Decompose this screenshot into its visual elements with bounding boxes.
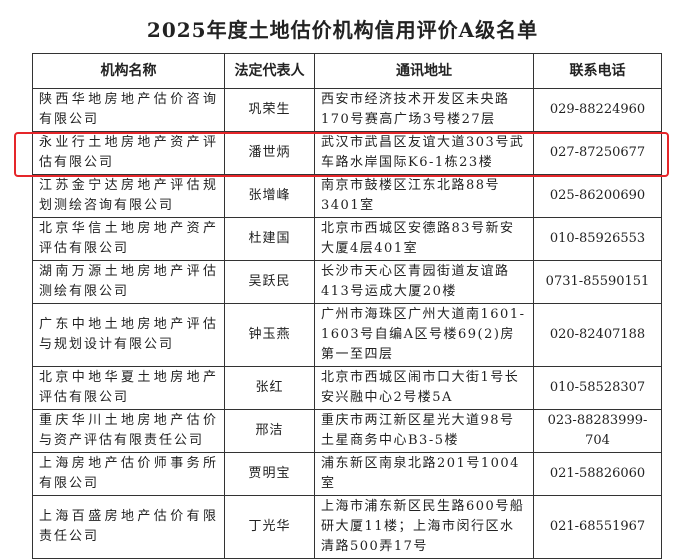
org-name-cell: 上海房地产估价师事务所有限公司 xyxy=(32,452,225,496)
table-row: 上海百盛房地产估价有限责任公司 丁光华 上海市浦东新区民生路600号船研大厦11楼；… xyxy=(32,495,662,559)
header-rep: 法定代表人 xyxy=(224,53,315,89)
table-row: 重庆华川土地房地产估价与资产评估有限责任公司 邢洁 重庆市两江新区星光大道98号土星… xyxy=(32,409,662,453)
org-name-cell: 北京华信土地房地产资产评估有限公司 xyxy=(32,217,225,261)
phone-cell: 029-88224960 xyxy=(533,88,662,132)
legal-rep-cell: 吴跃民 xyxy=(224,260,315,304)
legal-rep-cell: 巩荣生 xyxy=(224,88,315,132)
phone-cell: 027-87250677 xyxy=(533,131,662,175)
org-name-cell: 广东中地土地房地产评估与规划设计有限公司 xyxy=(32,303,225,367)
legal-rep-cell: 张增峰 xyxy=(224,174,315,218)
address-cell: 上海市浦东新区民生路600号船研大厦11楼；上海市闵行区水清路500弄17号 xyxy=(314,495,534,559)
org-name-cell: 湖南万源土地房地产评估测绘有限公司 xyxy=(32,260,225,304)
phone-cell: 010-58528307 xyxy=(533,366,662,410)
phone-cell: 020-82407188 xyxy=(533,303,662,367)
org-name-cell: 陕西华地房地产估价咨询有限公司 xyxy=(32,88,225,132)
legal-rep-cell: 贾明宝 xyxy=(224,452,315,496)
table-row: 北京华信土地房地产资产评估有限公司 杜建国 北京市西城区安德路83号新安大厦4层40… xyxy=(32,217,662,261)
address-cell: 北京市西城区安德路83号新安大厦4层401室 xyxy=(314,217,534,261)
table-header-row: 机构名称 法定代表人 通讯地址 联系电话 xyxy=(32,53,662,89)
phone-cell: 023-88283999-704 xyxy=(533,409,662,453)
org-name-cell: 江苏金宁达房地产评估规划测绘咨询有限公司 xyxy=(32,174,225,218)
legal-rep-cell: 丁光华 xyxy=(224,495,315,559)
address-cell: 广州市海珠区广州大道南1601-1603号自编A区号楼69(2)房第一至四层 xyxy=(314,303,534,367)
address-cell: 南京市鼓楼区江东北路88号3401室 xyxy=(314,174,534,218)
address-cell: 北京市西城区闹市口大街1号长安兴融中心2号楼5A xyxy=(314,366,534,410)
legal-rep-cell: 潘世炳 xyxy=(224,131,315,175)
table-row: 广东中地土地房地产评估与规划设计有限公司 钟玉燕 广州市海珠区广州大道南1601-1… xyxy=(32,303,662,367)
org-name-cell: 上海百盛房地产估价有限责任公司 xyxy=(32,495,225,559)
a-grade-list-table: 机构名称 法定代表人 通讯地址 联系电话 陕西华地房地产估价咨询有限公司 巩荣生西… xyxy=(32,53,662,559)
legal-rep-cell: 张红 xyxy=(224,366,315,410)
legal-rep-cell: 邢洁 xyxy=(224,409,315,453)
table-row: 北京中地华夏土地房地产评估有限公司 张红 北京市西城区闹市口大街1号长安兴融中心2号… xyxy=(32,366,662,410)
page-title: 2025年度土地估价机构信用评价A级名单 xyxy=(146,18,539,42)
phone-cell: 010-85926553 xyxy=(533,217,662,261)
org-name-cell: 重庆华川土地房地产估价与资产评估有限责任公司 xyxy=(32,409,225,453)
header-phone: 联系电话 xyxy=(533,53,662,89)
org-name-cell: 永业行土地房地产资产评估有限公司 xyxy=(32,131,225,175)
table-row: 永业行土地房地产资产评估有限公司 潘世炳 武汉市武昌区友谊大道303号武车路水岸国际… xyxy=(32,131,662,175)
table-row: 上海房地产估价师事务所有限公司 贾明宝 浦东新区南泉北路201号1004室 021-5… xyxy=(32,452,662,496)
phone-cell: 021-58826060 xyxy=(533,452,662,496)
phone-cell: 0731-85590151 xyxy=(533,260,662,304)
address-cell: 武汉市武昌区友谊大道303号武车路水岸国际K6-1栋23楼 xyxy=(314,131,534,175)
phone-cell: 021-68551967 xyxy=(533,495,662,559)
address-cell: 重庆市两江新区星光大道98号土星商务中心B3-5楼 xyxy=(314,409,534,453)
header-address: 通讯地址 xyxy=(314,53,534,89)
address-cell: 西安市经济技术开发区未央路170号赛高广场3号楼27层 xyxy=(314,88,534,132)
legal-rep-cell: 钟玉燕 xyxy=(224,303,315,367)
address-cell: 长沙市天心区青园街道友谊路413号运成大厦20楼 xyxy=(314,260,534,304)
table-row: 江苏金宁达房地产评估规划测绘咨询有限公司 张增峰 南京市鼓楼区江东北路88号3401… xyxy=(32,174,662,218)
table-row: 湖南万源土地房地产评估测绘有限公司 吴跃民 长沙市天心区青园街道友谊路413号运成大… xyxy=(32,260,662,304)
org-name-cell: 北京中地华夏土地房地产评估有限公司 xyxy=(32,366,225,410)
legal-rep-cell: 杜建国 xyxy=(224,217,315,261)
table-row: 陕西华地房地产估价咨询有限公司 巩荣生 西安市经济技术开发区未央路170号赛高广场3… xyxy=(32,88,662,132)
address-cell: 浦东新区南泉北路201号1004室 xyxy=(314,452,534,496)
phone-cell: 025-86200690 xyxy=(533,174,662,218)
header-name: 机构名称 xyxy=(32,53,225,89)
